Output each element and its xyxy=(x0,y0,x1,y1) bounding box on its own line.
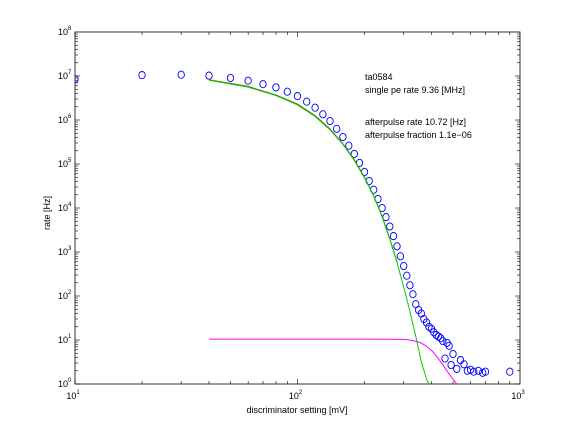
annotation-id: ta0584 xyxy=(365,72,393,82)
data-layer xyxy=(75,70,514,384)
data-point xyxy=(460,360,468,369)
data-point xyxy=(339,132,347,142)
data-point xyxy=(259,80,267,89)
data-point xyxy=(447,360,455,370)
data-point xyxy=(470,367,478,376)
data-point xyxy=(326,116,334,126)
series-line-3 xyxy=(209,338,458,384)
x-tick-label: 102 xyxy=(289,390,303,401)
data-point xyxy=(439,336,447,346)
data-point xyxy=(205,71,213,80)
data-point xyxy=(386,222,394,231)
annotation-afterpulse-fraction: afterpulse fraction 1.1e−06 xyxy=(365,130,472,140)
data-point xyxy=(272,83,280,92)
data-point xyxy=(303,97,311,106)
data-point xyxy=(75,75,79,84)
data-point xyxy=(456,356,465,365)
data-point xyxy=(226,73,235,83)
data-point xyxy=(244,76,252,85)
data-point xyxy=(393,242,401,251)
annotation-afterpulse-rate: afterpulse rate 10.72 [Hz] xyxy=(365,117,466,127)
data-point xyxy=(406,281,414,290)
y-tick-label: 106 xyxy=(58,114,72,125)
y-tick-label: 105 xyxy=(58,158,72,169)
data-point xyxy=(389,232,398,241)
data-point xyxy=(396,252,405,261)
y-axis-label: rate [Hz] xyxy=(42,196,52,230)
data-point xyxy=(400,261,408,271)
data-point xyxy=(138,71,146,80)
data-point xyxy=(319,110,327,119)
data-point xyxy=(453,364,461,373)
data-point xyxy=(283,87,291,96)
data-point xyxy=(311,103,319,112)
data-point xyxy=(177,70,185,79)
data-point xyxy=(437,334,445,343)
y-tick-label: 103 xyxy=(58,246,72,257)
y-tick-label: 107 xyxy=(58,70,72,81)
data-point xyxy=(422,318,431,327)
data-point xyxy=(434,332,443,341)
y-tick-label: 108 xyxy=(58,26,72,37)
data-point xyxy=(425,322,433,331)
y-tick-label: 100 xyxy=(58,378,72,389)
data-point xyxy=(345,141,353,150)
data-point xyxy=(333,124,341,133)
y-tick-label: 104 xyxy=(58,202,72,213)
data-point xyxy=(430,328,438,337)
data-point xyxy=(449,349,457,359)
y-tick-label: 102 xyxy=(58,290,72,301)
x-tick-label: 101 xyxy=(66,390,80,401)
data-point xyxy=(403,271,411,280)
data-point xyxy=(474,366,483,375)
series-line-2 xyxy=(208,79,430,384)
annotations: ta0584 single pe rate 9.36 [MHz] afterpu… xyxy=(365,72,472,140)
data-point xyxy=(441,354,449,363)
data-point xyxy=(409,290,417,299)
x-axis-label: discriminator setting [mV] xyxy=(246,405,347,415)
data-point xyxy=(445,341,453,350)
data-point xyxy=(443,338,451,347)
annotation-single-pe-rate: single pe rate 9.36 [MHz] xyxy=(365,85,465,95)
data-point xyxy=(506,367,514,376)
data-point xyxy=(481,367,490,376)
series-line-1 xyxy=(208,79,398,262)
x-tick-label: 103 xyxy=(511,390,525,401)
data-point xyxy=(293,92,302,101)
data-point xyxy=(350,149,358,158)
y-tick-label: 101 xyxy=(58,334,72,345)
